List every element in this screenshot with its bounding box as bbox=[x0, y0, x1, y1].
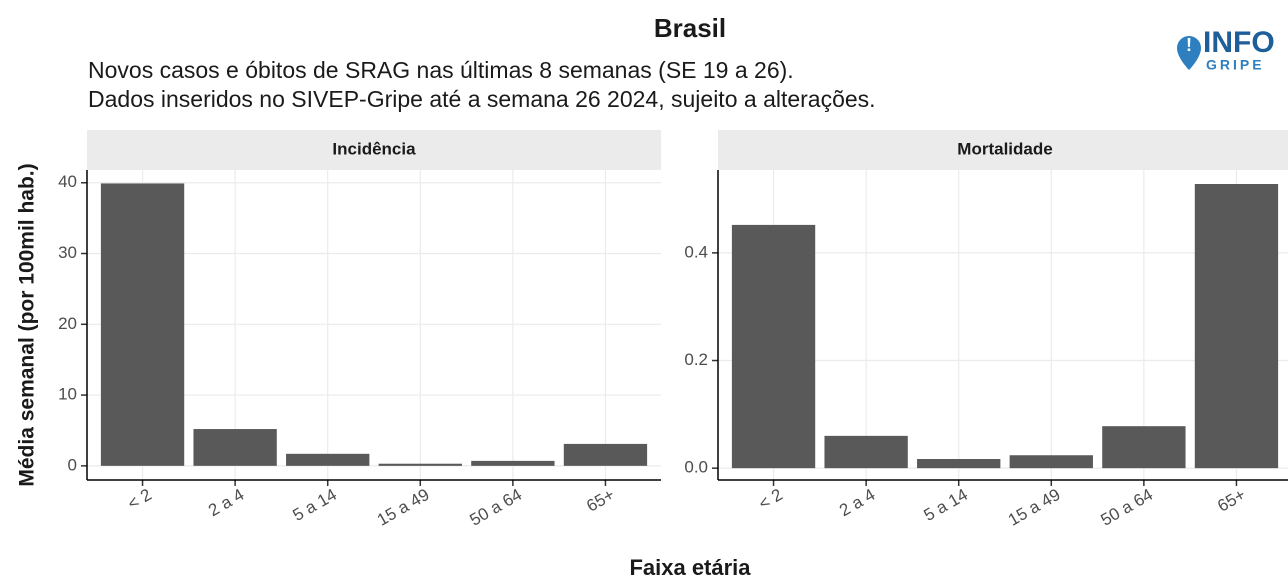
bar bbox=[471, 460, 555, 466]
strip bbox=[718, 130, 1288, 170]
strip bbox=[87, 130, 661, 170]
bar bbox=[100, 183, 185, 466]
bar bbox=[731, 224, 816, 469]
bar bbox=[1102, 426, 1186, 469]
bar bbox=[378, 463, 462, 466]
x-tick-label: 5 a 14 bbox=[921, 485, 971, 525]
x-tick-label: 2 a 4 bbox=[836, 485, 878, 520]
logo-pin bbox=[1177, 36, 1201, 70]
bar bbox=[563, 443, 648, 466]
x-tick-label: 2 a 4 bbox=[205, 485, 247, 520]
logo-text: GRIPE bbox=[1206, 57, 1265, 73]
bar bbox=[193, 429, 277, 466]
x-tick-label: 15 a 49 bbox=[374, 485, 433, 530]
bar bbox=[917, 459, 1001, 469]
logo-icon: ! bbox=[1186, 35, 1192, 55]
x-axis-label: Faixa etária bbox=[629, 555, 751, 580]
y-tick-label: 30 bbox=[58, 243, 77, 262]
y-tick-label: 0 bbox=[68, 455, 77, 474]
x-tick-label: 50 a 64 bbox=[1097, 485, 1156, 530]
panel-title: Incidência bbox=[332, 139, 416, 158]
bar bbox=[1009, 455, 1093, 469]
subtitle: Novos casos e óbitos de SRAG nas últimas… bbox=[88, 57, 794, 83]
y-tick-label: 0.0 bbox=[684, 458, 708, 477]
y-tick-label: 40 bbox=[58, 172, 77, 191]
logo-text: INFO bbox=[1203, 26, 1275, 59]
y-axis-label: Média semanal (por 100mil hab.) bbox=[16, 163, 39, 486]
x-tick-label: 5 a 14 bbox=[290, 485, 340, 525]
chart-title: Brasil bbox=[654, 13, 726, 43]
x-tick-label: 65+ bbox=[583, 485, 618, 516]
x-tick-label: < 2 bbox=[124, 485, 154, 514]
y-tick-label: 0.4 bbox=[684, 242, 708, 261]
y-tick-label: 20 bbox=[58, 314, 77, 333]
y-tick-label: 10 bbox=[58, 385, 77, 404]
bar bbox=[286, 453, 370, 466]
subtitle: Dados inseridos no SIVEP-Gripe até a sem… bbox=[88, 86, 876, 112]
panel-title: Mortalidade bbox=[957, 139, 1052, 158]
logo: ! INFO GRIPE bbox=[1177, 26, 1275, 73]
x-tick-label: < 2 bbox=[755, 485, 785, 514]
bar bbox=[1194, 183, 1279, 469]
x-tick-label: 50 a 64 bbox=[466, 485, 525, 530]
y-tick-label: 0.2 bbox=[684, 350, 708, 369]
x-tick-label: 65+ bbox=[1214, 485, 1249, 516]
x-tick-label: 15 a 49 bbox=[1005, 485, 1064, 530]
bar bbox=[824, 435, 908, 469]
